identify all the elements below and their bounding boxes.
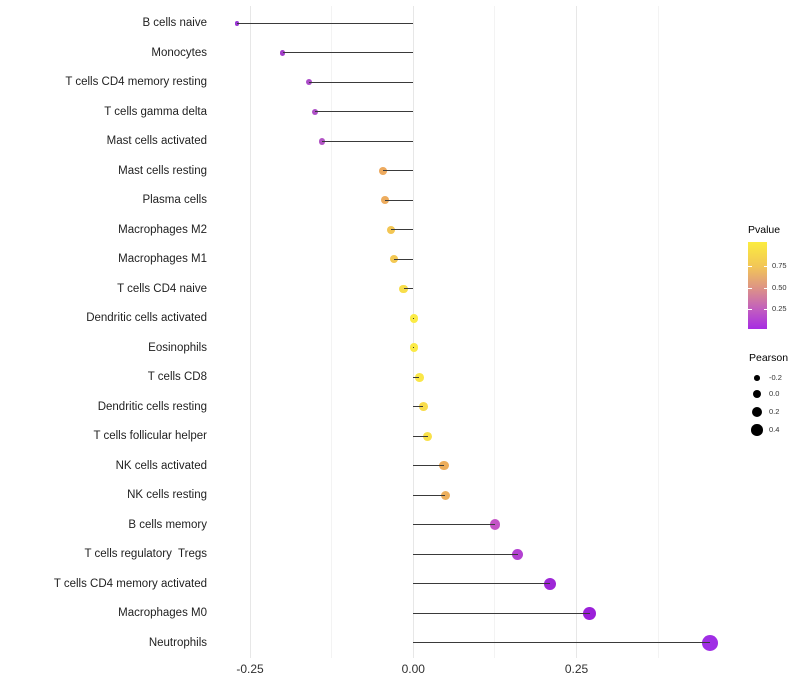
category-label: Macrophages M1 [118, 253, 207, 266]
pvalue-legend-title: Pvalue [748, 224, 781, 236]
gridline-minor [494, 6, 496, 658]
category-label: Neutrophils [148, 636, 207, 649]
category-label: Plasma cells [142, 194, 207, 207]
data-point [409, 343, 419, 353]
lollipop-stem [413, 317, 414, 319]
data-point [489, 519, 501, 531]
lollipop-stem [382, 170, 414, 172]
lollipop-stem [394, 258, 414, 260]
lollipop-stem [282, 52, 414, 54]
lollipop-stem [413, 494, 446, 496]
lollipop-stem [236, 22, 414, 24]
category-label: NK cells activated [115, 459, 207, 472]
data-point [399, 284, 408, 293]
colorbar-tick [748, 266, 752, 267]
x-axis-tick-label: 0.25 [564, 662, 589, 676]
lollipop-stem [413, 347, 414, 349]
data-point [318, 138, 326, 145]
lollipop-stem [413, 465, 444, 467]
data-point [418, 402, 428, 412]
size-legend-label: -0.2 [769, 373, 782, 382]
category-label: B cells memory [128, 518, 207, 531]
category-label: Mast cells activated [106, 135, 207, 148]
x-axis-tick-label: 0.00 [401, 662, 425, 676]
category-label: T cells CD4 memory resting [65, 76, 207, 89]
size-legend-dot [751, 406, 763, 418]
lollipop-stem [413, 642, 711, 644]
size-legend-label: 0.2 [769, 407, 780, 416]
category-label: T cells CD4 memory activated [53, 577, 207, 590]
lollipop-stem [315, 111, 414, 113]
size-legend-label: 0.0 [769, 389, 780, 398]
data-point [440, 490, 450, 500]
category-label: T cells gamma delta [104, 105, 207, 118]
gridline-major [249, 6, 251, 658]
lollipop-stem [413, 583, 551, 585]
colorbar-tick [748, 308, 752, 310]
size-legend-dot [751, 424, 763, 436]
data-point [423, 431, 433, 441]
data-point [583, 606, 597, 620]
colorbar-tick [763, 287, 767, 289]
data-point [409, 313, 419, 323]
colorbar-tick-label: 0.25 [772, 303, 787, 313]
gridline-minor [331, 6, 333, 658]
category-label: Mast cells resting [118, 164, 207, 177]
category-label: T cells regulatory Tregs [84, 548, 207, 561]
category-label: Eosinophils [148, 341, 207, 354]
category-label: B cells naive [142, 17, 207, 30]
data-point [512, 548, 524, 560]
size-legend-dot [752, 389, 762, 399]
colorbar-tick-label: 0.75 [772, 261, 787, 270]
lollipop-stem [413, 524, 495, 526]
category-label: Dendritic cells resting [97, 400, 207, 413]
size-legend-dot [754, 375, 760, 381]
pearson-legend-title: Pearson [749, 352, 789, 364]
lollipop-stem [413, 376, 420, 378]
colorbar-tick [763, 266, 767, 267]
data-point [390, 255, 399, 264]
category-label: T cells CD8 [147, 371, 207, 384]
category-label: Macrophages M2 [118, 223, 207, 236]
category-label: Dendritic cells activated [86, 312, 207, 325]
lollipop-stem [413, 435, 428, 437]
category-label: T cells follicular helper [93, 430, 207, 443]
data-point [439, 461, 449, 471]
data-point [381, 196, 390, 205]
lollipop-stem [391, 229, 414, 231]
lollipop-stem [308, 81, 414, 83]
data-point [702, 634, 719, 651]
data-point [387, 225, 396, 234]
lollipop-stem [321, 140, 414, 142]
category-label: T cells CD4 naive [117, 282, 207, 295]
category-label: Macrophages M0 [118, 607, 207, 620]
lollipop-stem [385, 199, 414, 201]
lollipop-stem [413, 553, 518, 555]
x-axis-tick-label: -0.25 [236, 662, 264, 676]
lollipop-stem [413, 612, 590, 614]
gridline-major [412, 6, 414, 658]
gridline-minor [657, 6, 659, 658]
lollipop-stem [403, 288, 414, 290]
category-label: Monocytes [151, 46, 207, 59]
size-legend-label: 0.4 [769, 425, 780, 434]
gridline-major [576, 6, 578, 658]
colorbar-tick [763, 308, 767, 310]
pvalue-colorbar [748, 242, 767, 329]
colorbar-tick-label: 0.50 [772, 282, 787, 292]
data-point [234, 21, 240, 26]
lollipop-stem [413, 406, 424, 408]
category-label: NK cells resting [127, 489, 207, 502]
colorbar-tick [748, 287, 752, 289]
